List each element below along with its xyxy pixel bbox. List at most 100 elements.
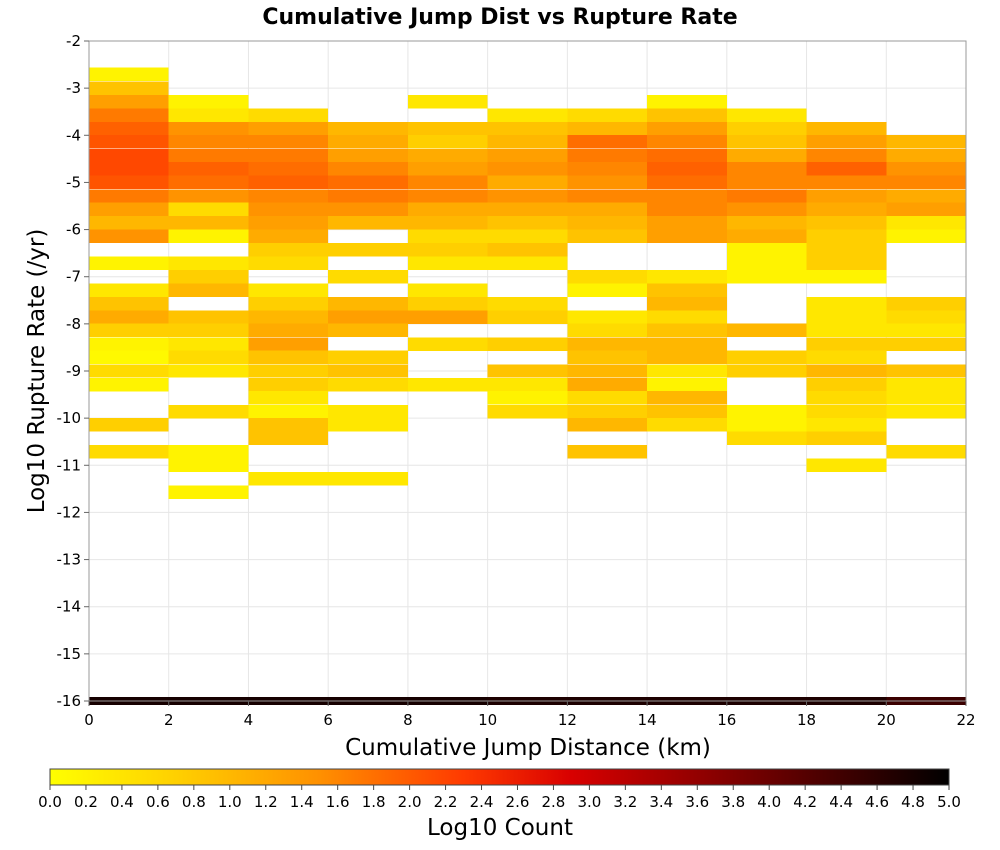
heatmap-cell (806, 121, 887, 136)
heatmap-cell (567, 337, 648, 351)
colorbar-tick-label: 2.2 (434, 793, 458, 811)
heatmap-cell (726, 431, 807, 446)
heatmap-cell (806, 256, 887, 270)
heatmap-cell (89, 67, 169, 82)
heatmap-cell (407, 175, 488, 190)
heatmap-cell (248, 108, 329, 122)
heatmap-cell (647, 364, 727, 378)
heatmap-cell (567, 135, 648, 149)
heatmap-cell (89, 189, 169, 203)
heatmap-cell (886, 364, 966, 378)
heatmap-cell (567, 350, 648, 365)
heatmap-cell (726, 404, 807, 419)
heatmap-cell (806, 364, 887, 378)
heatmap-cell (407, 229, 488, 243)
heatmap-cell (726, 162, 807, 176)
heatmap-cell (168, 189, 249, 203)
heatmap-cell (567, 121, 648, 136)
heatmap-cell (89, 418, 169, 432)
heatmap-cell (168, 269, 249, 284)
x-tick-label: 4 (244, 711, 254, 729)
heatmap-cell (248, 256, 329, 270)
heatmap-cell (248, 121, 329, 136)
heatmap-cell (726, 256, 807, 270)
heatmap-cell (726, 243, 807, 257)
heatmap-cell (487, 404, 568, 419)
colorbar-tick-label: 0.2 (74, 793, 98, 811)
heatmap-cell (248, 377, 329, 392)
heatmap-cell (647, 121, 727, 136)
heatmap-cell (328, 269, 408, 284)
x-tick-label: 10 (478, 711, 497, 729)
y-tick-label: -10 (57, 409, 82, 427)
heatmap-cell (168, 323, 249, 338)
heatmap-cell (567, 175, 648, 190)
heatmap-cell (89, 81, 169, 95)
heatmap-cell (886, 323, 966, 338)
heatmap-cell (886, 377, 966, 392)
heatmap-cell (248, 323, 329, 338)
heatmap-cell (487, 310, 568, 324)
colorbar-tick-label: 0.0 (38, 793, 62, 811)
heatmap-cell (328, 175, 408, 190)
heatmap-cell (726, 189, 807, 203)
heatmap-cell (567, 377, 648, 392)
heatmap-cell (328, 121, 408, 136)
heatmap-cell (487, 108, 568, 122)
heatmap-cell (168, 444, 249, 459)
x-axis-ticks: 0 2 4 6 8 10 12 14 16 18 20 22 (84, 701, 976, 729)
heatmap-cell (567, 269, 648, 284)
x-tick-label: 6 (323, 711, 333, 729)
heatmap-cell (487, 364, 568, 378)
heatmap-cell (89, 229, 169, 243)
colorbar-tick-label: 3.4 (649, 793, 673, 811)
heatmap-cell (248, 216, 329, 230)
colorbar-tick-label: 4.2 (793, 793, 817, 811)
heatmap-cell (248, 404, 329, 419)
heatmap-cell (886, 162, 966, 176)
y-tick-label: -6 (66, 221, 81, 239)
heatmap-cell (487, 135, 568, 149)
x-tick-label: 22 (956, 711, 975, 729)
heatmap-cell (168, 283, 249, 298)
y-tick-label: -4 (66, 126, 81, 144)
heatmap-cell (647, 95, 727, 109)
heatmap-cell (806, 418, 887, 432)
heatmap-cell (248, 148, 329, 163)
heatmap-cell (647, 135, 727, 149)
heatmap-cell (168, 404, 249, 419)
heatmap-cell (726, 418, 807, 432)
heatmap-cell (328, 418, 408, 432)
colorbar-tick-label: 0.4 (110, 793, 134, 811)
heatmap-cell (89, 135, 169, 149)
heatmap-cell (248, 175, 329, 190)
x-tick-label: 18 (797, 711, 816, 729)
heatmap-cell (89, 175, 169, 190)
heatmap-cell (487, 175, 568, 190)
heatmap-cell (567, 283, 648, 298)
y-axis-label: Log10 Rupture Rate (/yr) (24, 229, 50, 514)
x-tick-label: 8 (403, 711, 413, 729)
heatmap-cell (726, 323, 807, 338)
heatmap-cell (168, 202, 249, 217)
heatmap-cell (806, 135, 887, 149)
heatmap-cell (886, 404, 966, 419)
heatmap-cell (567, 364, 648, 378)
heatmap-cell (168, 95, 249, 109)
colorbar-ticks: 0.0 0.2 0.4 0.6 0.8 1.0 1.2 1.4 1.6 1.8 2.0 2.2 2.4 2… (38, 785, 961, 811)
heatmap-cell (168, 350, 249, 365)
heatmap-cell (407, 189, 488, 203)
heatmap-cell (248, 162, 329, 176)
heatmap-cell (647, 310, 727, 324)
heatmap-cell (89, 283, 169, 298)
heatmap-cell (89, 377, 169, 392)
heatmap-cell (647, 202, 727, 217)
y-axis-ticks: -2 -3 -4 -5 -6 -7 -8 -9 -10 -11 -12 -13 -14 -15 -16 (57, 32, 89, 710)
heatmap-cell (168, 364, 249, 378)
heatmap-cell (407, 121, 488, 136)
heatmap-cell (567, 310, 648, 324)
colorbar (49, 768, 950, 786)
heatmap-cell (487, 243, 568, 257)
colorbar-tick-label: 2.4 (470, 793, 494, 811)
